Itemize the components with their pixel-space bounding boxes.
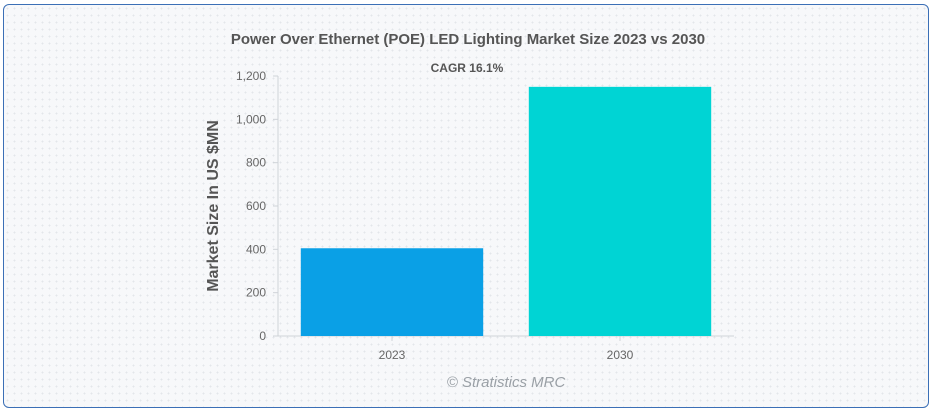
chart-card (3, 4, 929, 408)
watermark: © Stratistics MRC (447, 374, 566, 391)
x-tick-label: 2023 (379, 348, 406, 362)
cagr-annotation: CAGR 16.1% (431, 61, 504, 75)
x-tick-label: 2030 (607, 348, 634, 362)
bar-2023 (300, 248, 484, 336)
chart-title: Power Over Ethernet (POE) LED Lighting M… (231, 31, 705, 48)
y-tick-label: 1,200 (236, 69, 266, 83)
y-tick-label: 200 (246, 286, 266, 300)
bar-2030 (528, 86, 712, 336)
y-axis-label: Market Size In US $MN (205, 120, 222, 292)
y-tick-label: 0 (259, 329, 266, 343)
y-tick-label: 400 (246, 242, 266, 256)
y-tick-label: 600 (246, 199, 266, 213)
y-tick-label: 800 (246, 156, 266, 170)
y-tick-label: 1,000 (236, 112, 266, 126)
